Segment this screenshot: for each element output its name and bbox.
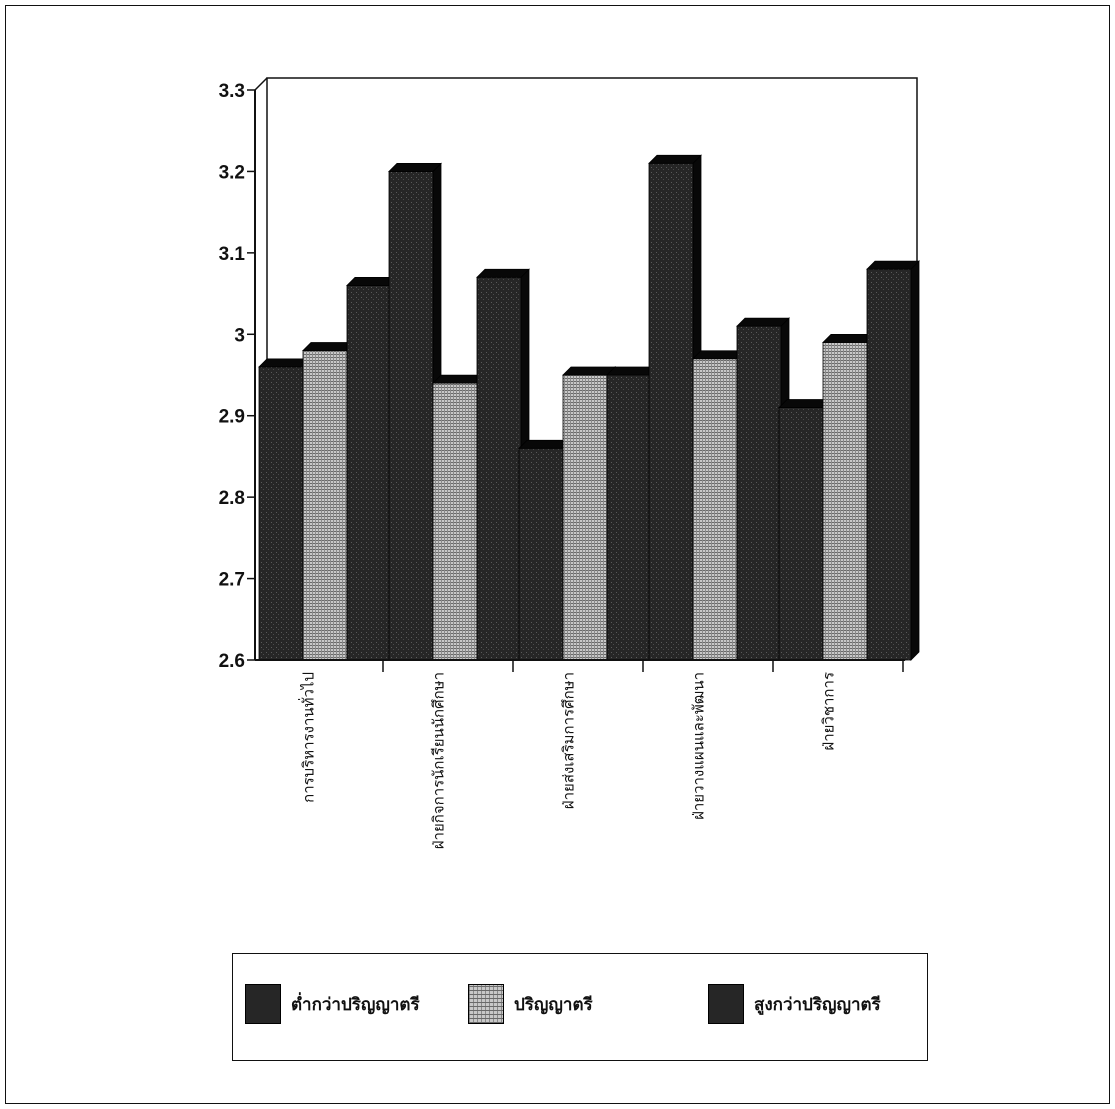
bar bbox=[388, 171, 434, 661]
bar bbox=[302, 350, 348, 661]
legend-label: ปริญญาตรี bbox=[514, 994, 593, 1015]
bar bbox=[476, 276, 522, 661]
bar bbox=[432, 382, 478, 661]
bar-top bbox=[866, 260, 920, 270]
x-tick-label: ฝ่ายวางแผนและพัฒนา bbox=[690, 672, 708, 820]
bar bbox=[258, 366, 304, 661]
bar-top bbox=[388, 163, 442, 172]
y-tick-label: 2.7 bbox=[219, 570, 245, 591]
y-tick-label: 2.6 bbox=[219, 651, 245, 672]
legend-label: ต่ำกว่าปริญญาตรี bbox=[291, 994, 420, 1015]
legend-item-below-bachelor: ต่ำกว่าปริญญาตรี bbox=[245, 984, 420, 1024]
x-tick-label: ฝ่ายวิชาการ bbox=[820, 672, 838, 751]
y-tick-label: 2.9 bbox=[219, 407, 245, 428]
bar bbox=[822, 342, 868, 661]
legend-swatch-dark bbox=[245, 984, 281, 1024]
y-tick-label: 3.3 bbox=[219, 81, 245, 102]
plot-area: 2.6 2.7 2.8 2.9 3 3.1 3.2 3.3 การบริหารงานทั่วไป… bbox=[219, 77, 920, 849]
bar-top bbox=[562, 366, 616, 376]
bar-top bbox=[648, 154, 702, 164]
bar bbox=[606, 374, 652, 661]
legend-item-bachelor: ปริญญาตรี bbox=[468, 984, 593, 1024]
bar bbox=[778, 407, 824, 661]
bar bbox=[692, 358, 738, 661]
bar bbox=[518, 447, 564, 661]
axis-edge bbox=[254, 77, 268, 91]
bar bbox=[346, 285, 392, 661]
x-tick-label: ฝ่ายกิจการนักเรียนนักศึกษา bbox=[430, 672, 448, 849]
bar-top bbox=[476, 268, 530, 278]
legend-item-above-bachelor: สูงกว่าปริญญาตรี bbox=[708, 984, 881, 1024]
y-tick-label: 3.1 bbox=[219, 244, 246, 265]
x-tick-label: ฝ่ายส่งเสริมการศึกษา bbox=[560, 672, 578, 809]
bar-side bbox=[910, 260, 920, 661]
y-tick-label: 3.2 bbox=[219, 162, 245, 183]
bar bbox=[866, 268, 912, 661]
legend-swatch-dark bbox=[708, 984, 744, 1024]
bar bbox=[736, 325, 782, 661]
bar-top bbox=[736, 317, 790, 327]
bar bbox=[648, 162, 694, 661]
y-tick-label: 2.8 bbox=[219, 488, 245, 509]
chart-frame bbox=[5, 5, 1110, 1104]
legend: ต่ำกว่าปริญญาตรี ปริญญาตรี สูงกว่าปริญญา… bbox=[232, 953, 928, 1061]
legend-swatch-light bbox=[468, 984, 504, 1024]
legend-label: สูงกว่าปริญญาตรี bbox=[754, 994, 881, 1015]
y-tick-label: 3 bbox=[234, 325, 245, 346]
bar bbox=[562, 374, 608, 661]
x-tick-label: การบริหารงานทั่วไป bbox=[298, 672, 318, 803]
